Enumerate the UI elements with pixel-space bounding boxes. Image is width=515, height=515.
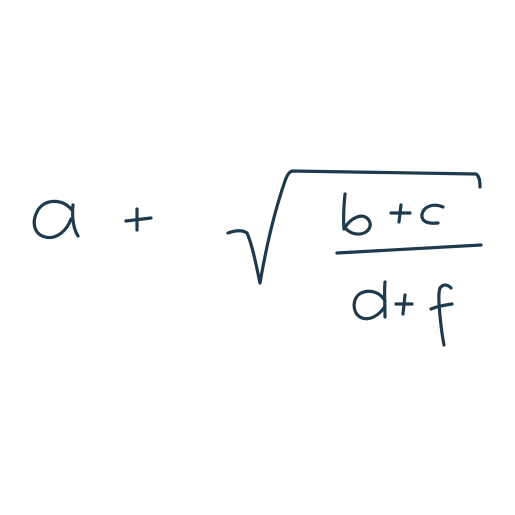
glyph-plus-outer: +: [124, 207, 153, 232]
glyph-plus-numerator: +: [389, 203, 412, 224]
numerator: b + c: [341, 192, 445, 236]
glyph-f: f: [429, 283, 454, 347]
glyph-d: d: [352, 280, 387, 321]
glyph-c: c: [420, 203, 445, 225]
glyph-plus-denominator: +: [394, 293, 414, 316]
glyph-a: a: [32, 199, 80, 240]
fraction-bar: [335, 243, 483, 255]
denominator: d + f: [352, 280, 454, 347]
glyph-b: b: [341, 192, 372, 236]
radical-sign: [226, 169, 482, 285]
